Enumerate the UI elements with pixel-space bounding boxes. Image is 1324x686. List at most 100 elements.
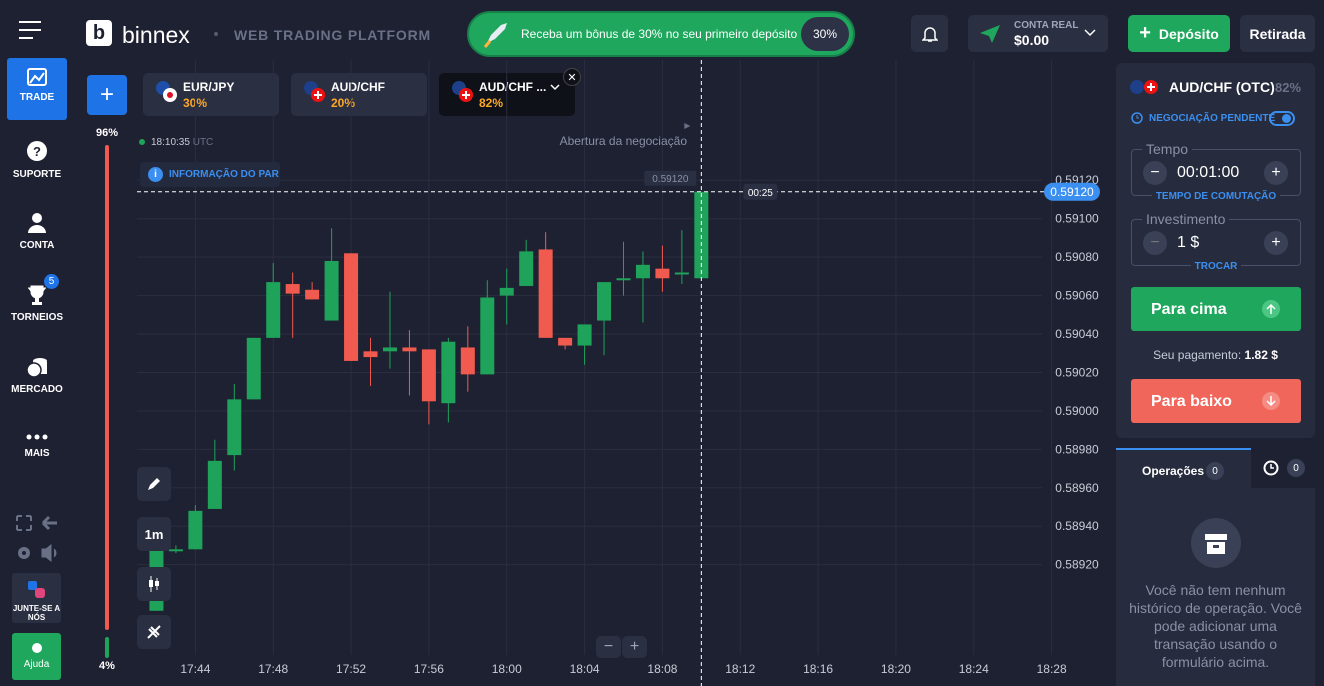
candle-body xyxy=(558,337,573,346)
candle-body xyxy=(266,282,281,338)
promo-banner[interactable]: Receba um bônus de 30% no seu primeiro d… xyxy=(467,11,855,57)
platform-label: WEB TRADING PLATFORM xyxy=(234,27,431,43)
history-tab[interactable]: 0 xyxy=(1251,448,1315,488)
nav-label: SUPORTE xyxy=(12,169,62,180)
flag-icon xyxy=(156,81,177,102)
account-selector[interactable]: CONTA REAL $0.00 xyxy=(968,15,1108,52)
join-label: JUNTE-SE A NÓS xyxy=(12,604,61,622)
y-tick-label: 0.58960 xyxy=(1055,481,1099,495)
sentiment-bottom: 4% xyxy=(99,660,115,672)
logo: binnex xyxy=(122,22,190,48)
time-minus[interactable]: − xyxy=(1143,161,1167,185)
close-tab[interactable]: ✕ xyxy=(563,68,581,86)
countdown: 00:25 xyxy=(748,188,773,199)
tab-name: AUD/CHF xyxy=(331,80,385,94)
candle-body xyxy=(635,264,650,279)
asset-name: AUD/CHF (OTC) xyxy=(1169,79,1275,95)
down-label: Para baixo xyxy=(1151,393,1232,410)
nav-label: MAIS xyxy=(24,448,50,459)
y-tick-label: 0.59020 xyxy=(1055,365,1099,379)
notifications[interactable] xyxy=(911,15,948,52)
candle-body xyxy=(655,268,670,279)
tab-payout: 82% xyxy=(479,96,504,110)
tab-payout: 20% xyxy=(331,96,356,110)
zoom-in[interactable]: + xyxy=(622,636,647,658)
nav-more[interactable]: MAIS xyxy=(7,432,67,459)
up-icon xyxy=(1262,300,1280,318)
pending-toggle[interactable] xyxy=(1269,111,1295,126)
nav-account[interactable]: CONTA xyxy=(7,212,67,251)
investment-input[interactable]: Investimento −1 $ + xyxy=(1131,211,1301,266)
y-tick-label: 0.59000 xyxy=(1055,404,1099,418)
bell-icon xyxy=(921,26,938,42)
pair-info[interactable]: i INFORMAÇÃO DO PAR xyxy=(140,162,280,187)
timeframe[interactable]: 1m xyxy=(137,517,171,551)
logo-mark: b xyxy=(86,20,112,46)
sentiment-green xyxy=(105,637,109,658)
asset-tab[interactable]: EUR/JPY 30% xyxy=(143,73,279,116)
nav-label: TRADE xyxy=(19,92,55,103)
candle-body xyxy=(285,284,300,294)
asset-tab[interactable]: AUD/CHF 20% xyxy=(291,73,427,116)
deposit-button[interactable]: + Depósito xyxy=(1128,15,1230,52)
pair-info-label: INFORMAÇÃO DO PAR xyxy=(169,169,279,180)
withdraw-button[interactable]: Retirada xyxy=(1240,15,1315,52)
time-input[interactable]: Tempo −00:01:00 + xyxy=(1131,141,1301,196)
candle-body xyxy=(519,251,534,286)
invest-mode-label: TROCAR xyxy=(1190,261,1242,272)
candle-body xyxy=(460,347,475,375)
nav-tournaments[interactable]: TORNEIOS xyxy=(7,284,67,323)
y-tick-label: 0.58980 xyxy=(1055,442,1099,456)
chart-type[interactable] xyxy=(137,567,171,601)
sentiment-red xyxy=(105,145,109,630)
deposit-label: Depósito xyxy=(1158,25,1219,42)
help-label: Ajuda xyxy=(23,659,50,670)
add-tab[interactable]: + xyxy=(87,75,127,115)
nav-label: CONTA xyxy=(19,240,55,251)
y-tick-label: 0.58940 xyxy=(1055,519,1099,533)
x-tick-label: 18:16 xyxy=(803,662,833,676)
rocket-icon xyxy=(483,23,507,48)
x-tick-label: 18:08 xyxy=(647,662,677,676)
nav-market[interactable]: MERCADO xyxy=(7,356,67,395)
y-tick-label: 0.59060 xyxy=(1055,289,1099,303)
help-button[interactable]: Ajuda xyxy=(12,633,61,680)
clock-time: 18:10:35 xyxy=(151,137,190,148)
x-tick-label: 18:20 xyxy=(881,662,911,676)
time-plus[interactable]: + xyxy=(1264,161,1288,185)
invest-minus[interactable]: − xyxy=(1143,231,1167,255)
join-us[interactable]: JUNTE-SE A NÓS xyxy=(12,573,61,623)
sentiment-top: 96% xyxy=(95,127,119,139)
down-button[interactable]: Para baixo xyxy=(1131,379,1301,423)
zoom-out[interactable]: − xyxy=(596,636,621,658)
y-tick-label: 0.59040 xyxy=(1055,327,1099,341)
draw-tool[interactable] xyxy=(137,467,171,501)
indicators[interactable] xyxy=(137,615,171,649)
time-mode[interactable]: TEMPO DE COMUTAÇÃO xyxy=(1131,191,1301,202)
down-icon xyxy=(1262,392,1280,410)
x-tick-label: 18:24 xyxy=(959,662,989,676)
invest-plus[interactable]: + xyxy=(1264,231,1288,255)
chevron xyxy=(1084,29,1096,37)
candle-body xyxy=(538,249,553,338)
operations-tab[interactable]: Operações 0 xyxy=(1116,448,1251,488)
up-button[interactable]: Para cima xyxy=(1131,287,1301,331)
invest-mode[interactable]: TROCAR xyxy=(1131,261,1301,272)
x-tick-label: 17:44 xyxy=(180,662,210,676)
social-icons xyxy=(28,581,45,598)
x-tick-label: 17:48 xyxy=(258,662,288,676)
candle-body xyxy=(324,260,339,321)
x-tick-label: 18:04 xyxy=(570,662,600,676)
x-tick-label: 17:52 xyxy=(336,662,366,676)
candle-body xyxy=(421,349,436,402)
clock-zone: UTC xyxy=(192,137,214,148)
nav-trade[interactable]: TRADE xyxy=(7,68,67,103)
menu-icon[interactable] xyxy=(19,21,41,39)
candle-body xyxy=(674,272,689,275)
svg-text:?: ? xyxy=(33,144,41,159)
x-tick-label: 18:12 xyxy=(725,662,755,676)
market-icon xyxy=(26,358,47,378)
pencil-icon xyxy=(148,478,160,490)
nav-support[interactable]: ? SUPORTE xyxy=(7,141,67,180)
tool-icons xyxy=(16,515,57,562)
